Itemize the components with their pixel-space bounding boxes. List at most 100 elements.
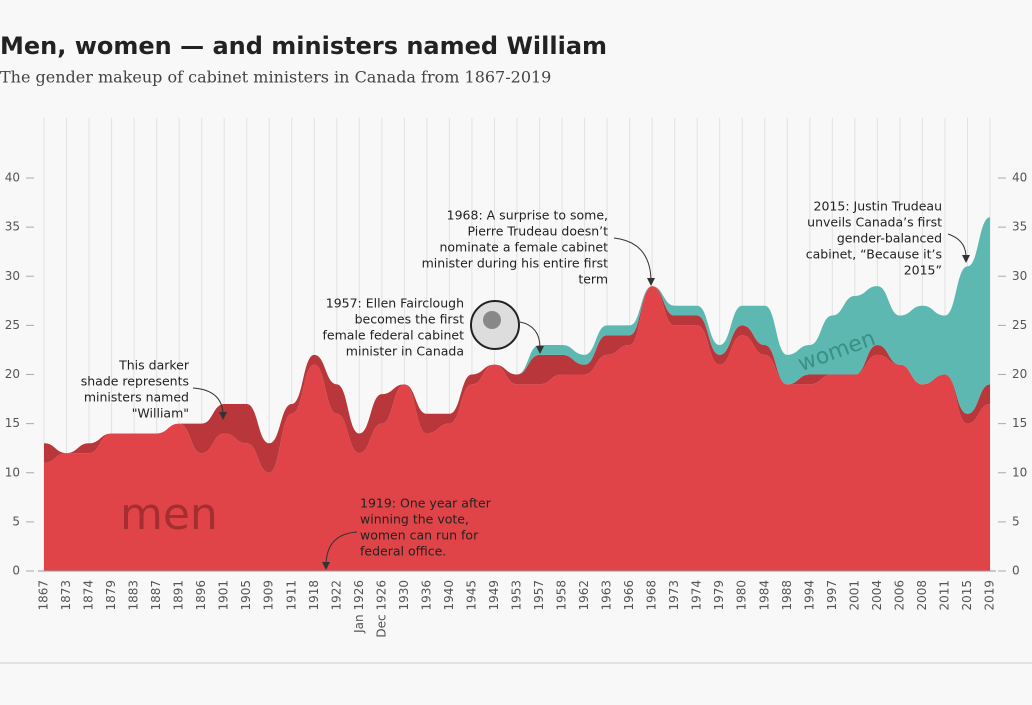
arrowhead bbox=[219, 412, 227, 420]
y-tick-label: 5 bbox=[12, 514, 20, 528]
x-tick-label: 1930 bbox=[397, 580, 411, 611]
annotation: minister in Canada bbox=[346, 344, 464, 359]
y-tick-label: 30 bbox=[5, 269, 20, 283]
x-tick-label: 2006 bbox=[892, 580, 906, 611]
annotation: nominate a female cabinet bbox=[439, 240, 608, 255]
x-tick-label: 1953 bbox=[510, 580, 524, 611]
x-tick-label: 1887 bbox=[149, 580, 163, 611]
area bbox=[44, 286, 990, 571]
annotation: 2015” bbox=[904, 263, 942, 278]
x-tick-label: 1901 bbox=[217, 580, 231, 611]
annotation: term bbox=[578, 272, 608, 287]
x-tick-label: 1949 bbox=[487, 580, 501, 611]
annotation: gender-balanced bbox=[837, 231, 942, 246]
x-tick-label: 1994 bbox=[802, 580, 816, 611]
annotation: minister during his entire first bbox=[422, 256, 608, 271]
y-tick-label: 10 bbox=[5, 465, 20, 479]
annotation: ministers named bbox=[84, 390, 189, 405]
y-tick-label: 5 bbox=[1012, 514, 1020, 528]
arrowheads bbox=[219, 255, 970, 570]
arrowhead bbox=[962, 255, 970, 263]
x-tick-label: 1988 bbox=[780, 580, 794, 611]
chart-title: Men, women — and ministers named William bbox=[0, 32, 607, 60]
x-tick-label: 1958 bbox=[555, 580, 569, 611]
annotation: female federal cabinet bbox=[323, 328, 465, 343]
x-tick-label: 1984 bbox=[757, 580, 771, 611]
x-tick-label: 1974 bbox=[690, 580, 704, 611]
x-tick-label: 1945 bbox=[464, 580, 478, 611]
overlay: 1867 1873 1874 1879 1883 1887 1891 1896 1901 1905… bbox=[5, 171, 1028, 638]
x-tick-label: 1873 bbox=[59, 580, 73, 611]
y-tick-label: 35 bbox=[1012, 220, 1027, 234]
areas bbox=[44, 217, 990, 571]
arrow bbox=[519, 321, 541, 349]
x-tick-label: Jan 1926 bbox=[352, 580, 366, 634]
annotation: shade represents bbox=[81, 374, 189, 389]
arrowhead bbox=[322, 562, 330, 570]
y-tick-label: 0 bbox=[1012, 564, 1020, 578]
x-tick-label: 2019 bbox=[983, 580, 997, 611]
x-tick-label: 1918 bbox=[307, 580, 321, 611]
annotation: cabinet, “Because it’s bbox=[806, 247, 942, 262]
x-tick-label: 1879 bbox=[104, 580, 118, 611]
y-tick-label: 20 bbox=[5, 367, 20, 381]
x-tick-label: 1973 bbox=[667, 580, 681, 611]
x-tick-label: 1940 bbox=[442, 580, 456, 611]
x-tick-label: 2004 bbox=[870, 580, 884, 611]
x-tick-label: 1896 bbox=[194, 580, 208, 611]
x-tick-label: 1909 bbox=[262, 580, 276, 611]
arrow bbox=[613, 237, 652, 281]
x-tick-label: 2011 bbox=[937, 580, 951, 611]
y-tick-label: 0 bbox=[12, 564, 20, 578]
x-tick-label: 1979 bbox=[712, 580, 726, 611]
x-tick-label: 1962 bbox=[577, 580, 591, 611]
arrow bbox=[325, 531, 358, 565]
annotation: Pierre Trudeau doesn’t bbox=[468, 224, 609, 239]
x-tick-label: 1936 bbox=[419, 580, 433, 611]
annotation: winning the vote, bbox=[360, 512, 469, 527]
x-tick-label: 2008 bbox=[915, 580, 929, 611]
arrows bbox=[192, 233, 967, 565]
y-tick-label: 25 bbox=[1012, 318, 1027, 332]
arrowhead bbox=[647, 278, 655, 286]
annotation: becomes the first bbox=[355, 312, 465, 327]
annotation: federal office. bbox=[360, 544, 446, 559]
y-tick-label: 25 bbox=[5, 318, 20, 332]
y-tick-label: 35 bbox=[5, 220, 20, 234]
arrow bbox=[947, 233, 967, 258]
y-tick-label: 15 bbox=[1012, 416, 1027, 430]
y-tick-label: 20 bbox=[1012, 367, 1027, 381]
x-tick-label: 1966 bbox=[622, 580, 636, 611]
y-tick-label: 30 bbox=[1012, 269, 1027, 283]
x-tick-label: 1874 bbox=[82, 580, 96, 611]
x-tick-label: Dec 1926 bbox=[374, 580, 388, 638]
x-tick-label: 2001 bbox=[847, 580, 861, 611]
x-tick-label: 2015 bbox=[960, 580, 974, 611]
arrow bbox=[192, 387, 224, 415]
x-tick-label: 1911 bbox=[284, 580, 298, 611]
annotation: women can run for bbox=[360, 528, 479, 543]
annotation: unveils Canada’s first bbox=[807, 215, 942, 230]
x-tick-label: 1997 bbox=[825, 580, 839, 611]
y-tick-label: 40 bbox=[5, 171, 20, 185]
annotation: 2015: Justin Trudeau bbox=[814, 199, 942, 214]
chart-subtitle: The gender makeup of cabinet ministers i… bbox=[0, 68, 551, 87]
x-tick-label: 1905 bbox=[239, 580, 253, 611]
annotation: 1919: One year after bbox=[360, 496, 492, 511]
annotation: "William" bbox=[132, 406, 189, 421]
y-tick-label: 10 bbox=[1012, 465, 1027, 479]
annotation: 1957: Ellen Fairclough bbox=[326, 296, 464, 311]
y-tick-label: 40 bbox=[1012, 171, 1027, 185]
y-tick-label: 15 bbox=[5, 416, 20, 430]
portrait-face bbox=[483, 311, 501, 329]
x-tick-label: 1867 bbox=[37, 580, 51, 611]
arrowhead bbox=[536, 346, 544, 354]
x-tick-label: 1891 bbox=[172, 580, 186, 611]
series-label: men bbox=[120, 489, 218, 540]
x-tick-label: 1963 bbox=[600, 580, 614, 611]
x-tick-label: 1968 bbox=[645, 580, 659, 611]
x-tick-label: 1957 bbox=[532, 580, 546, 611]
area bbox=[44, 286, 990, 473]
annotation: This darker bbox=[118, 358, 190, 373]
